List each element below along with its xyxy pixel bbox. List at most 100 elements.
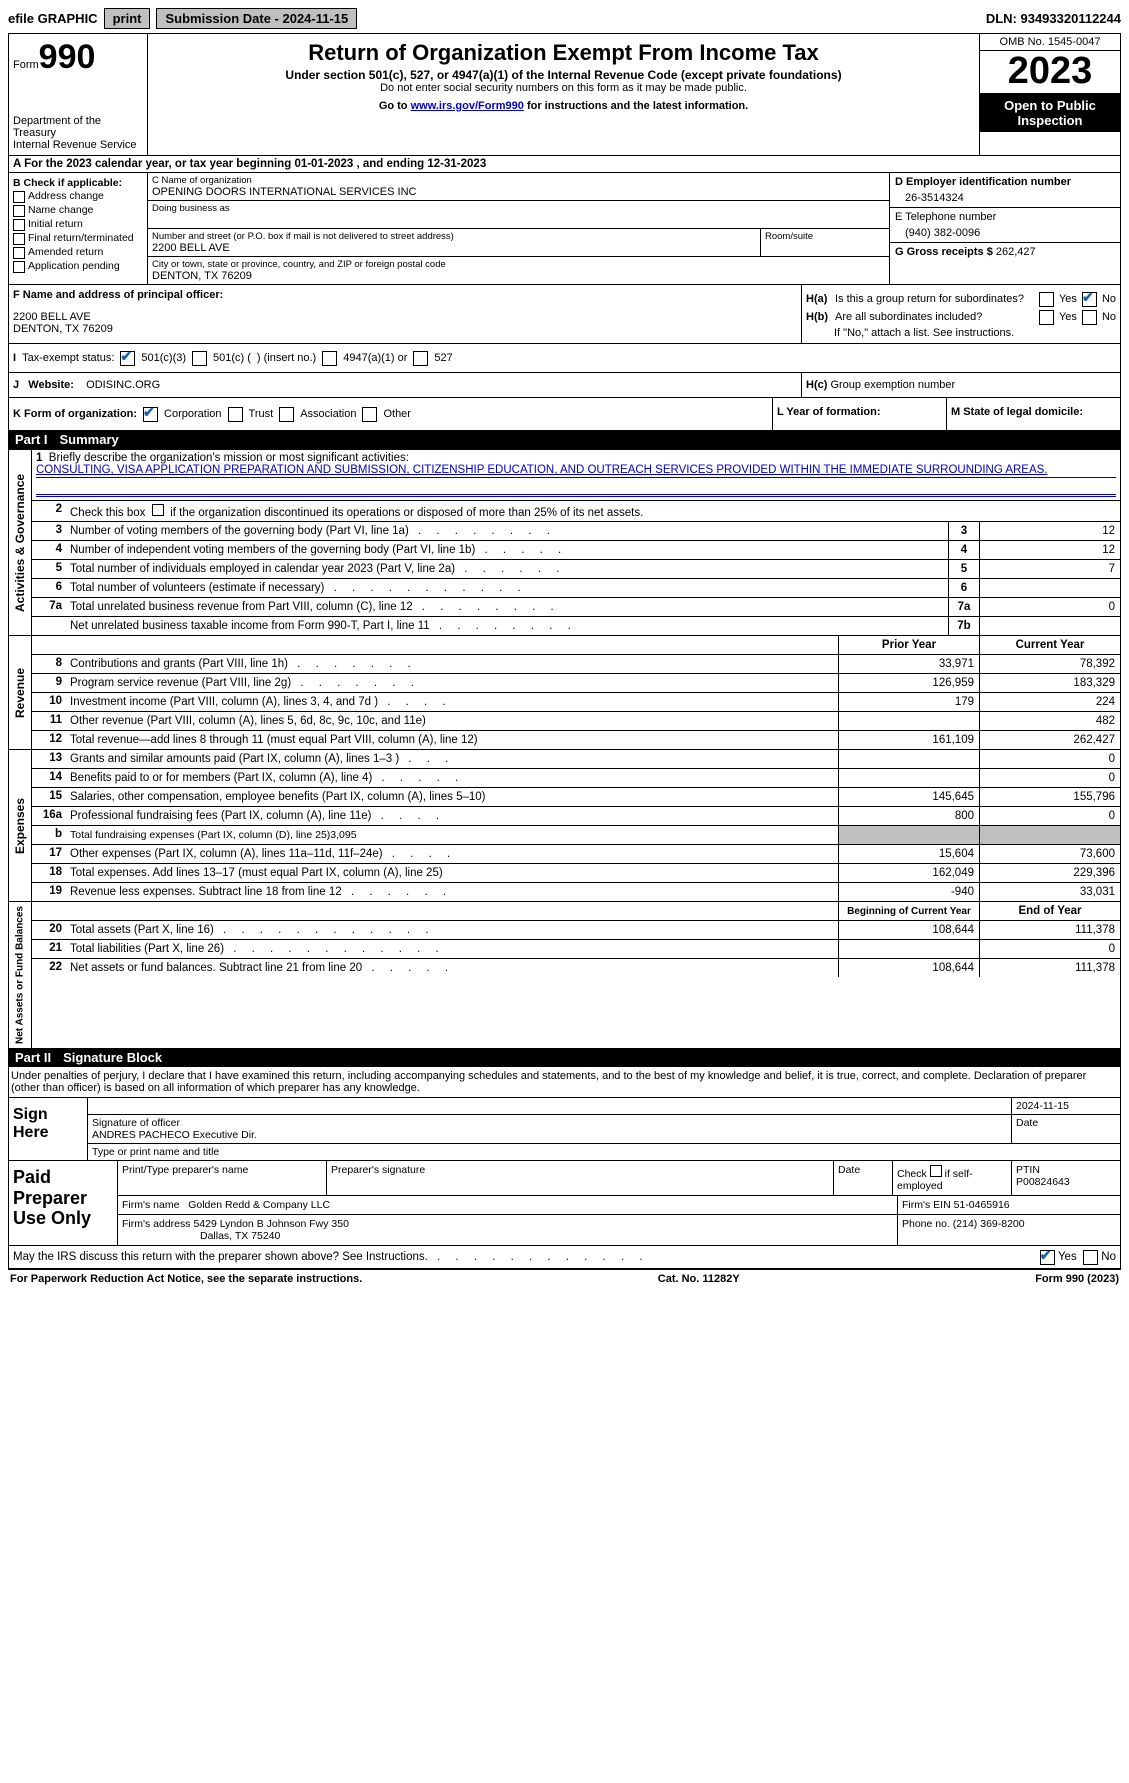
mission-text: CONSULTING, VISA APPLICATION PREPARATION… [36, 464, 1116, 476]
assoc-checkbox[interactable] [279, 407, 294, 422]
footer-mid: Cat. No. 11282Y [658, 1273, 740, 1285]
end-year-header: End of Year [979, 902, 1120, 920]
line10-current: 224 [979, 693, 1120, 711]
disclosure-no-checkbox[interactable] [1083, 1250, 1098, 1265]
line12-current: 262,427 [979, 731, 1120, 749]
address-change-checkbox[interactable] [13, 191, 25, 203]
current-year-header: Current Year [979, 636, 1120, 654]
corp-checkbox[interactable] [143, 407, 158, 422]
part2-title: Signature Block [63, 1050, 162, 1065]
line16a-current: 0 [979, 807, 1120, 825]
page-footer: For Paperwork Reduction Act Notice, see … [8, 1270, 1121, 1288]
ptin-value: P00824643 [1016, 1176, 1070, 1188]
col-c: C Name of organization OPENING DOORS INT… [148, 173, 1120, 284]
revenue-tab: Revenue [9, 636, 32, 749]
line2-checkbox[interactable] [152, 504, 164, 516]
line7a-value: 0 [979, 598, 1120, 616]
trust-checkbox[interactable] [228, 407, 243, 422]
net-assets-tab: Net Assets or Fund Balances [9, 902, 32, 1048]
line18-label: Total expenses. Add lines 13–17 (must eq… [70, 867, 443, 879]
ha-no-checkbox[interactable] [1082, 292, 1097, 307]
name-change-checkbox[interactable] [13, 205, 25, 217]
other-checkbox[interactable] [362, 407, 377, 422]
row-jw: J Website: ODISINC.ORG H(c) Group exempt… [9, 373, 1120, 398]
line7b-label: Net unrelated business taxable income fr… [70, 620, 430, 632]
line16a-prior: 800 [838, 807, 979, 825]
irs-label: Internal Revenue Service [13, 139, 143, 151]
col-h: H(a) Is this a group return for subordin… [802, 285, 1120, 343]
line15-label: Salaries, other compensation, employee b… [70, 791, 485, 803]
prep-print-label: Print/Type preparer's name [118, 1161, 327, 1195]
goto-link[interactable]: www.irs.gov/Form990 [411, 100, 524, 112]
footer-left: For Paperwork Reduction Act Notice, see … [10, 1273, 362, 1285]
revenue-section: Revenue Prior YearCurrent Year 8Contribu… [9, 635, 1120, 749]
hb-no-checkbox[interactable] [1082, 310, 1097, 325]
disclosure-yes-label: Yes [1058, 1251, 1077, 1263]
other-label: Other [383, 408, 411, 420]
col-de: D Employer identification number 26-3514… [890, 173, 1120, 284]
header-mid: Return of Organization Exempt From Incom… [148, 34, 979, 155]
self-employed-checkbox[interactable] [930, 1165, 942, 1177]
initial-return-checkbox[interactable] [13, 219, 25, 231]
row-klm: K Form of organization: Corporation Trus… [9, 398, 1120, 430]
website-value: ODISINC.ORG [86, 379, 160, 391]
date-label: Date [1012, 1115, 1120, 1143]
form-container: Form990 Department of the Treasury Inter… [8, 33, 1121, 1270]
period-begin: 01-01-2023 [294, 158, 353, 170]
header-left: Form990 Department of the Treasury Inter… [9, 34, 148, 155]
address-change-label: Address change [28, 190, 104, 202]
hb-yes-checkbox[interactable] [1039, 310, 1054, 325]
assoc-label: Association [300, 408, 356, 420]
city-label: City or town, state or province, country… [152, 259, 885, 270]
line19-current: 33,031 [979, 883, 1120, 901]
disclosure-yes-checkbox[interactable] [1040, 1250, 1055, 1265]
period-end: 12-31-2023 [427, 158, 486, 170]
ein-label: D Employer identification number [895, 176, 1071, 188]
penalty-statement: Under penalties of perjury, I declare th… [9, 1067, 1120, 1098]
prep-phone-label: Phone no. [902, 1218, 953, 1230]
line13-label: Grants and similar amounts paid (Part IX… [70, 753, 399, 765]
line19-label: Revenue less expenses. Subtract line 18 … [70, 886, 342, 898]
prep-sig-label: Preparer's signature [327, 1161, 834, 1195]
amended-return-checkbox[interactable] [13, 247, 25, 259]
gross-receipts: 262,427 [996, 246, 1036, 258]
line15-prior: 145,645 [838, 788, 979, 806]
print-button[interactable]: print [104, 8, 151, 29]
501c-checkbox[interactable] [192, 351, 207, 366]
phone: (940) 382-0096 [895, 227, 1115, 239]
501c3-checkbox[interactable] [120, 351, 135, 366]
line21-prior [838, 940, 979, 958]
prep-phone: (214) 369-8200 [953, 1218, 1025, 1230]
line3-value: 12 [979, 522, 1120, 540]
initial-return-label: Initial return [28, 218, 83, 230]
officer-addr1: 2200 BELL AVE [13, 311, 797, 323]
527-checkbox[interactable] [413, 351, 428, 366]
firm-name: Golden Redd & Company LLC [188, 1199, 330, 1211]
line16a-label: Professional fundraising fees (Part IX, … [70, 810, 371, 822]
amended-return-label: Amended return [28, 246, 103, 258]
line10-prior: 179 [838, 693, 979, 711]
line16b-prior-grey [838, 826, 979, 844]
firm-addr2: Dallas, TX 75240 [122, 1230, 893, 1242]
ha-label: Is this a group return for subordinates? [835, 293, 1034, 305]
ha-yes-checkbox[interactable] [1039, 292, 1054, 307]
line5-value: 7 [979, 560, 1120, 578]
application-pending-checkbox[interactable] [13, 261, 25, 273]
disclosure-row: May the IRS discuss this return with the… [9, 1246, 1120, 1269]
line6-label: Total number of volunteers (estimate if … [70, 582, 324, 594]
officer-addr2: DENTON, TX 76209 [13, 323, 797, 335]
row-a: A For the 2023 calendar year, or tax yea… [9, 156, 1120, 173]
line16b-current-grey [979, 826, 1120, 844]
dba-label: Doing business as [152, 203, 885, 214]
line14-current: 0 [979, 769, 1120, 787]
line3-label: Number of voting members of the governin… [70, 525, 409, 537]
goto-post: for instructions and the latest informat… [524, 100, 748, 112]
line11-prior [838, 712, 979, 730]
4947-checkbox[interactable] [322, 351, 337, 366]
hb-label: Are all subordinates included? [835, 311, 1034, 323]
line18-prior: 162,049 [838, 864, 979, 882]
line7b-value [979, 617, 1120, 635]
line9-current: 183,329 [979, 674, 1120, 692]
final-return-checkbox[interactable] [13, 233, 25, 245]
form-title: Return of Organization Exempt From Incom… [154, 40, 973, 66]
